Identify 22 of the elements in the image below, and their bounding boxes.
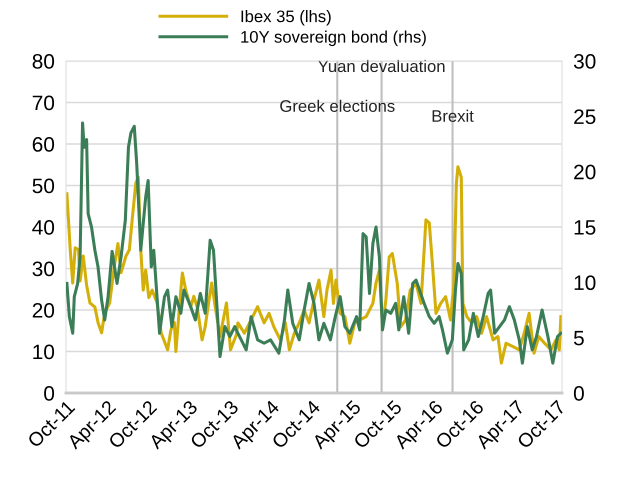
- legend-label: 10Y sovereign bond (rhs): [241, 30, 426, 46]
- y2-tick-label: 15: [574, 220, 596, 235]
- y-tick-label: 60: [32, 137, 54, 152]
- legend-label: Ibex 35 (lhs): [242, 10, 331, 26]
- y2-tick-label: 10: [574, 275, 596, 290]
- y-tick-label: 40: [32, 220, 54, 235]
- y-tick-label: 80: [32, 54, 54, 69]
- y-tick-label: 0: [44, 386, 54, 401]
- ref-line-label: Greek elections: [280, 100, 395, 112]
- y2-tick-label: 25: [574, 109, 596, 124]
- y-tick-label: 10: [33, 344, 54, 360]
- y-tick-label: 20: [32, 303, 54, 318]
- y2-tick-label: 5: [574, 330, 584, 346]
- y-tick-label: 70: [32, 96, 54, 110]
- y2-tick-label: 0: [574, 386, 584, 401]
- y-tick-label: 50: [32, 178, 54, 194]
- y2-tick-label: 30: [574, 54, 596, 69]
- line-series: [66, 121, 562, 365]
- y-tick-label: 30: [32, 262, 54, 276]
- ref-line-label: Brexit: [432, 110, 474, 122]
- y2-tick-label: 20: [574, 164, 596, 180]
- ref-line-label: Yuan devaluation: [318, 60, 444, 72]
